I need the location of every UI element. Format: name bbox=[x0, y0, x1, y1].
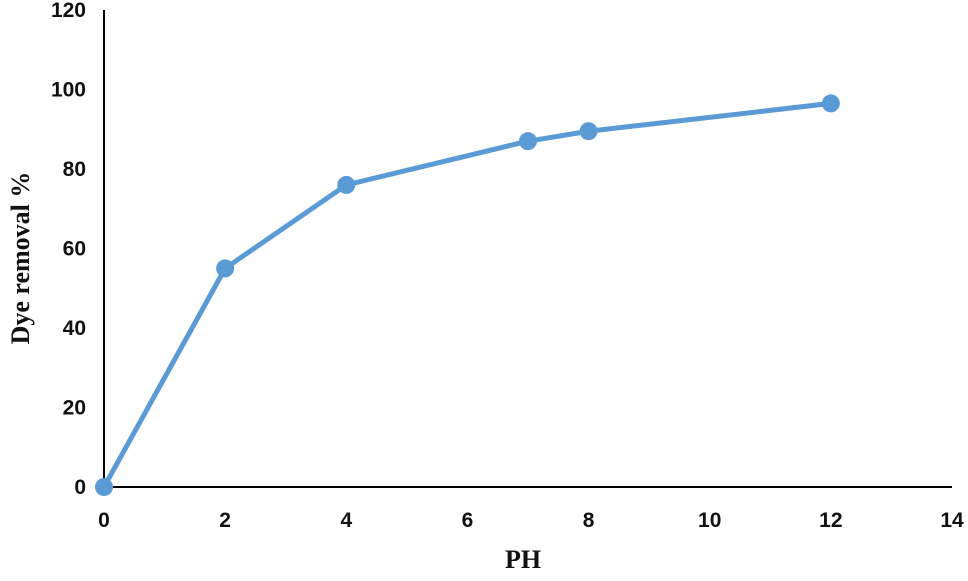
axes bbox=[103, 10, 952, 488]
series-line bbox=[101, 100, 834, 490]
y-tick-label: 100 bbox=[51, 79, 86, 102]
y-axis-title: Dye removal % bbox=[6, 172, 35, 345]
x-tick-label: 2 bbox=[219, 509, 231, 532]
x-tick-label: 14 bbox=[940, 509, 964, 532]
y-tick-label: 40 bbox=[63, 317, 86, 340]
x-tick-label: 4 bbox=[340, 509, 352, 532]
data-point bbox=[519, 132, 537, 151]
data-point bbox=[579, 122, 598, 141]
y-tick-label: 80 bbox=[63, 158, 86, 181]
y-tick-label: 60 bbox=[63, 238, 86, 261]
x-tick-label: 8 bbox=[583, 509, 595, 532]
x-tick-label: 10 bbox=[698, 509, 721, 532]
data-point bbox=[337, 175, 356, 194]
y-tick-label: 120 bbox=[51, 0, 86, 22]
y-tick-label: 20 bbox=[63, 397, 86, 420]
tick-labels: 0 2 4 6 8 10 12 14 0 20 40 60 80 100 120 bbox=[51, 0, 964, 532]
data-series bbox=[95, 94, 840, 496]
data-point bbox=[216, 259, 235, 278]
x-tick-label: 0 bbox=[98, 509, 110, 532]
x-axis-title: PH bbox=[505, 545, 541, 574]
x-tick-label: 12 bbox=[819, 509, 842, 532]
data-point bbox=[95, 478, 113, 496]
data-point bbox=[821, 94, 840, 113]
y-tick-label: 0 bbox=[74, 476, 86, 499]
x-tick-label: 6 bbox=[462, 509, 474, 532]
